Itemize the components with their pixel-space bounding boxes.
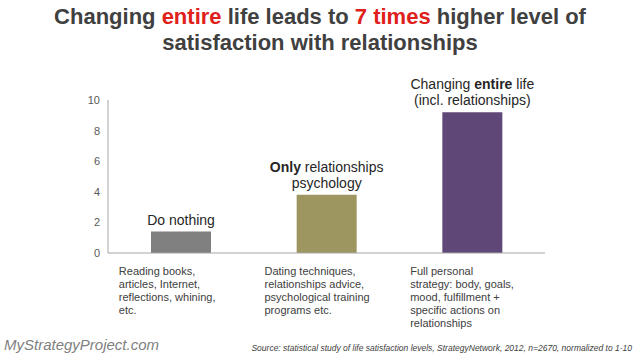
svg-text:psychology: psychology (292, 175, 362, 191)
svg-text:8: 8 (94, 125, 100, 137)
svg-text:2: 2 (94, 216, 100, 228)
html-text:Source: statistical study of l: Source: statistical study of life satisf… (251, 343, 632, 353)
svg-text:Do nothing: Do nothing (147, 212, 215, 228)
svg-text:Only relationships: Only relationships (270, 159, 384, 175)
svg-text:10: 10 (88, 94, 100, 106)
svg-text:(incl. relationships): (incl. relationships) (414, 92, 531, 108)
html-text:MyStrategyProject.com: MyStrategyProject.com (4, 336, 159, 353)
html-text:Changing entire life leads to: Changing entire life leads to 7 times hi… (54, 4, 586, 55)
svg-text:Changing entire life: Changing entire life (410, 76, 534, 92)
svg-text:Reading books,articles, Intern: Reading books,articles, Internet,reflect… (119, 265, 216, 316)
svg-text:6: 6 (94, 155, 100, 167)
svg-text:Full personalstrategy: body, g: Full personalstrategy: body, goals,mood,… (410, 265, 514, 329)
svg-text:Dating techniques,relationship: Dating techniques,relationships advice,p… (265, 265, 370, 316)
svg-text:4: 4 (94, 186, 100, 198)
svg-text:0: 0 (94, 247, 100, 259)
